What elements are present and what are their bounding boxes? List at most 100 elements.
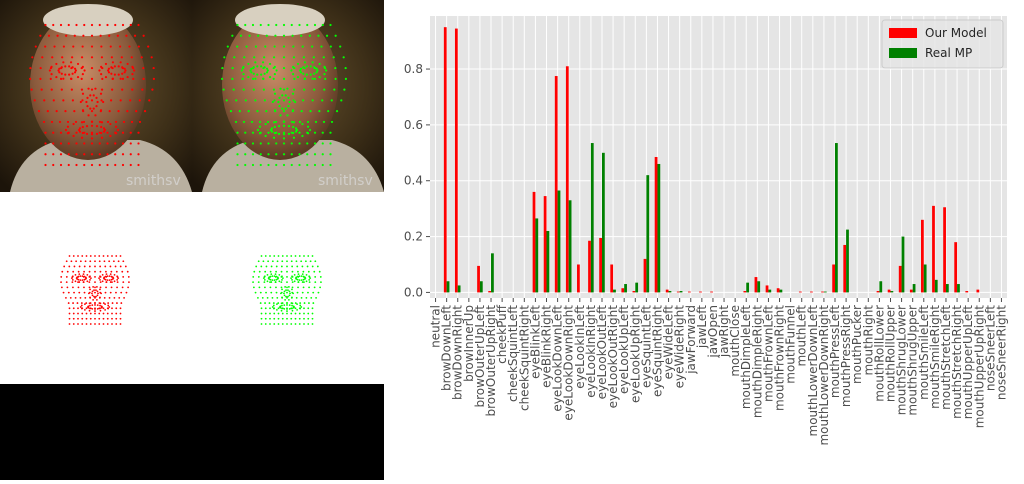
landmark-point [244,142,247,145]
landmark-point [86,280,89,283]
landmark-point [99,309,102,312]
landmark-point [66,132,70,135]
landmark-point [305,280,308,283]
x-tick-label: eyeLookUpLeft [617,305,631,394]
landmark-point [292,306,295,309]
landmark-point [130,56,133,59]
landmark-point [273,73,276,76]
landmark-point [291,265,294,268]
landmark-point [131,88,134,91]
landmark-point [232,88,235,91]
landmark-point [80,136,84,139]
landmark-point [68,265,71,268]
landmark-point [323,73,326,76]
landmark-point [306,163,309,167]
landmark-point [340,99,343,102]
landmark-point [296,303,298,306]
landmark-point [329,142,332,145]
landmark-point [274,34,277,37]
landmark-point [260,307,263,310]
landmark-point [94,260,96,263]
landmark-point [94,310,96,312]
landmark-point [72,317,75,320]
landmark-point [319,286,322,289]
landmark-point [106,317,109,320]
landmark-point [94,312,96,315]
landmark-point [300,279,303,281]
landmark-point [301,291,304,294]
landmark-point [141,88,144,91]
landmark-point [70,277,73,279]
bar-our-model-eyeLookDownLeft [554,76,558,293]
landmark-point [229,110,233,113]
landmark-point [324,77,327,80]
landmark-point [69,61,73,64]
landmark-point [291,309,294,312]
landmark-point [291,92,295,95]
landmark-point [129,131,132,134]
landmark-point [102,323,105,325]
landmark-point [291,275,293,278]
landmark-point [50,120,54,124]
landmark-point [107,302,110,304]
landmark-point [260,312,263,315]
landmark-point [327,110,330,113]
landmark-point [244,153,247,156]
landmark-point [275,286,277,289]
landmark-point [291,288,293,291]
landmark-point [83,163,86,167]
landmark-point [298,131,301,134]
landmark-point [321,153,324,156]
landmark-point [292,121,296,124]
x-tick-label: browDownLeft [440,305,454,391]
landmark-point [109,273,112,276]
landmark-point [281,307,283,310]
landmark-point [68,73,71,76]
bar-real-mp-browOuterUpRight [491,253,494,293]
landmark-point [110,72,113,75]
landmark-point [99,92,103,95]
landmark-point [321,99,324,102]
landmark-point [290,317,293,320]
x-tick-label: browInnerUp [462,305,476,382]
landmark-point [288,307,291,310]
landmark-point [142,77,145,80]
landmark-point [72,270,75,273]
bar-our-model-mouthStretchRight [954,242,958,293]
landmark-point [269,286,272,289]
landmark-point [81,323,84,325]
landmark-point [272,307,275,310]
landmark-point [33,99,36,102]
landmark-point [282,66,286,70]
landmark-point [306,142,309,145]
landmark-point [292,125,295,129]
landmark-point [76,302,79,304]
landmark-point [40,88,43,91]
landmark-point [236,131,239,134]
landmark-point [126,75,129,79]
landmark-point [303,302,306,304]
landmark-point [343,88,346,91]
x-tick-label: mouthStretchRight [950,305,964,419]
landmark-point [244,163,247,167]
landmark-point [267,163,270,167]
landmark-point [223,56,226,59]
landmark-point [128,45,131,48]
landmark-point [71,275,74,278]
landmark-point [98,260,101,263]
landmark-point [283,294,286,297]
landmark-point [290,312,293,315]
landmark-point [268,302,271,304]
landmark-point [242,120,246,124]
landmark-point [60,66,63,69]
bar-our-model-mouthFrownRight [776,288,780,293]
landmark-point [99,307,101,310]
landmark-point [275,142,278,145]
landmark-point [273,109,277,112]
landmark-point [113,65,116,68]
landmark-point [300,260,303,263]
landmark-point [266,120,270,124]
landmark-point [71,72,74,75]
landmark-point [80,77,83,80]
landmark-point [69,77,73,80]
